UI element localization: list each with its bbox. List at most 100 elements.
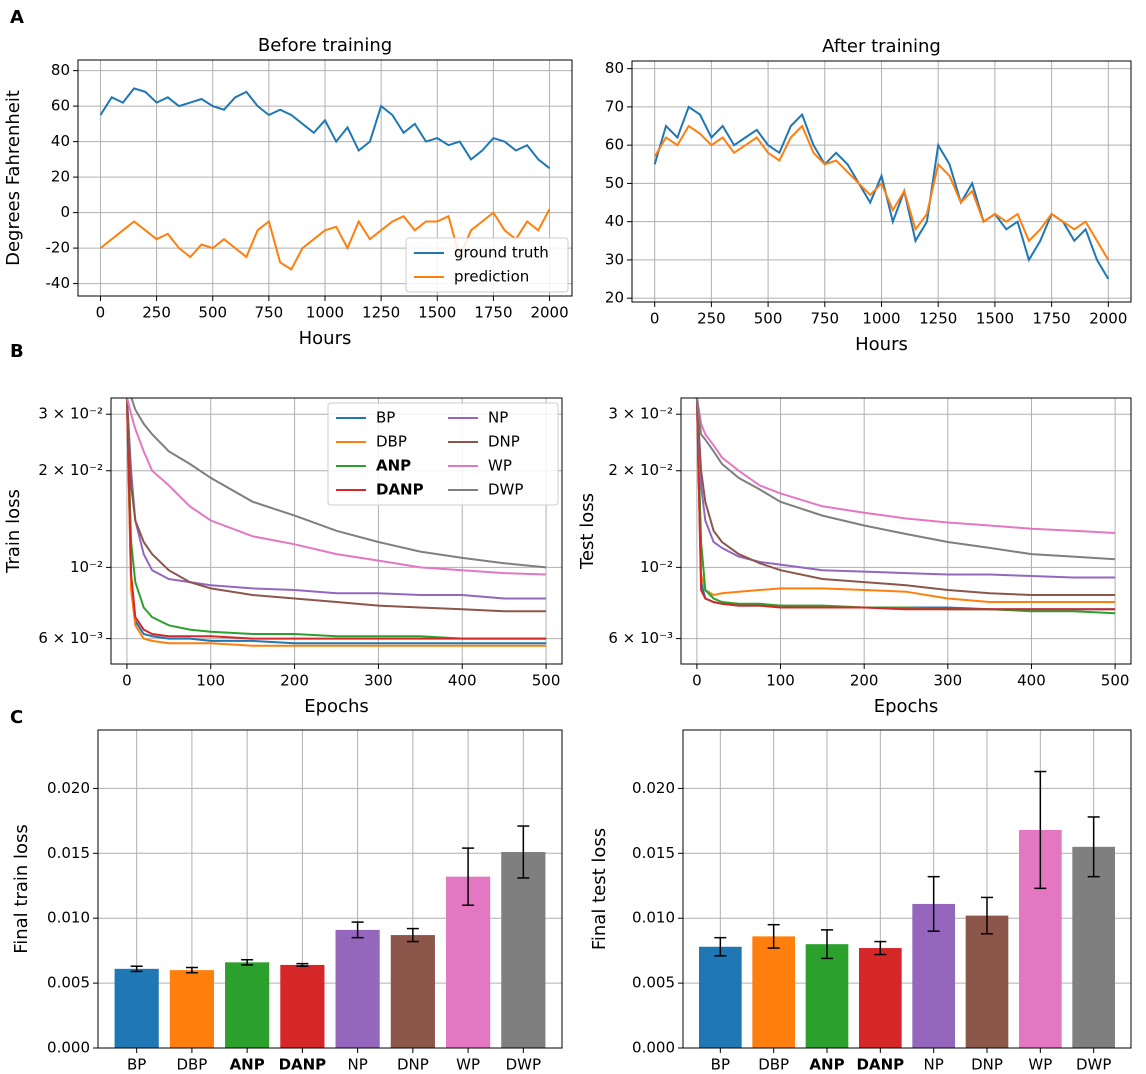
bar bbox=[225, 962, 270, 1048]
y-tick-label: 2 × 10⁻² bbox=[38, 461, 103, 479]
chart-title: Before training bbox=[258, 35, 392, 56]
y-tick-label: 30 bbox=[605, 250, 624, 268]
y-tick-label: 0.015 bbox=[47, 844, 90, 862]
x-tick-label: 1000 bbox=[306, 304, 344, 322]
x-tick-label: 750 bbox=[810, 310, 839, 328]
y-tick-label: 80 bbox=[605, 59, 624, 77]
bar bbox=[501, 852, 546, 1048]
series-line bbox=[125, 398, 547, 640]
legend-label: ANP bbox=[376, 457, 411, 475]
series-line bbox=[130, 398, 547, 569]
x-axis-label: Epochs bbox=[304, 696, 369, 717]
x-tick-label: 200 bbox=[850, 672, 879, 690]
axes-frame bbox=[631, 60, 1132, 303]
legend-label: DWP bbox=[488, 481, 523, 499]
series-line bbox=[695, 398, 1116, 615]
legend-label: DANP bbox=[376, 481, 424, 499]
bar bbox=[965, 915, 1009, 1048]
x-tick-label: 400 bbox=[1017, 672, 1046, 690]
y-axis-label: Train loss bbox=[3, 489, 24, 574]
y-tick-label: 0.000 bbox=[632, 1039, 675, 1057]
x-tick-label: 500 bbox=[1101, 672, 1130, 690]
x-tick-label: 500 bbox=[198, 304, 227, 322]
x-tick-label: WP bbox=[1028, 1056, 1052, 1074]
bar bbox=[752, 936, 795, 1048]
y-tick-label: 0.005 bbox=[47, 974, 90, 992]
y-tick-label: 20 bbox=[51, 168, 70, 186]
y-tick-label: -20 bbox=[46, 239, 71, 257]
y-tick-label: 0 bbox=[60, 203, 70, 221]
y-tick-label: 10⁻² bbox=[70, 558, 103, 576]
legend-label: NP bbox=[488, 409, 508, 427]
panel-letter: C bbox=[10, 707, 23, 728]
y-axis-label: Degrees Fahrenheit bbox=[3, 90, 24, 266]
y-tick-label: 20 bbox=[605, 289, 624, 307]
x-tick-label: 1250 bbox=[919, 310, 957, 328]
x-tick-label: 500 bbox=[532, 672, 561, 690]
x-tick-label: 400 bbox=[448, 672, 477, 690]
y-axis-label: Test loss bbox=[577, 493, 598, 570]
x-tick-label: NP bbox=[924, 1056, 944, 1074]
series-line bbox=[653, 105, 1110, 280]
x-tick-label: 1500 bbox=[976, 310, 1014, 328]
y-tick-label: 0.005 bbox=[632, 974, 675, 992]
y-tick-label: 40 bbox=[51, 132, 70, 150]
axes-frame bbox=[77, 59, 573, 297]
bar bbox=[1072, 846, 1115, 1048]
axes-frame bbox=[97, 729, 563, 1049]
y-axis-label: Final test loss bbox=[589, 828, 610, 950]
x-tick-label: 0 bbox=[692, 672, 702, 690]
y-tick-label: 2 × 10⁻² bbox=[608, 461, 673, 479]
x-tick-label: DWP bbox=[1076, 1056, 1111, 1074]
x-tick-label: ANP bbox=[230, 1056, 265, 1074]
y-tick-label: 50 bbox=[605, 174, 624, 192]
x-tick-label: 250 bbox=[142, 304, 171, 322]
chart-title: After training bbox=[822, 36, 941, 57]
y-tick-label: 10⁻² bbox=[640, 558, 673, 576]
y-tick-label: 40 bbox=[605, 212, 624, 230]
y-tick-label: 0.015 bbox=[632, 844, 675, 862]
x-tick-label: 300 bbox=[934, 672, 963, 690]
x-tick-label: 100 bbox=[766, 672, 795, 690]
legend-box bbox=[405, 237, 569, 293]
bar bbox=[859, 948, 902, 1048]
series-line bbox=[653, 124, 1110, 261]
x-tick-label: DWP bbox=[506, 1056, 541, 1074]
bar bbox=[805, 944, 849, 1048]
y-tick-label: -40 bbox=[46, 274, 71, 292]
x-tick-label: 2000 bbox=[530, 304, 568, 322]
legend-label: DNP bbox=[488, 433, 520, 451]
series-line bbox=[99, 208, 551, 271]
x-tick-label: WP bbox=[456, 1056, 480, 1074]
legend-label: prediction bbox=[454, 268, 529, 286]
x-tick-label: DBP bbox=[758, 1056, 789, 1074]
y-tick-label: 6 × 10⁻³ bbox=[38, 629, 103, 647]
x-tick-label: 1500 bbox=[418, 304, 456, 322]
x-tick-label: 750 bbox=[255, 304, 284, 322]
x-tick-label: 100 bbox=[196, 672, 225, 690]
x-tick-label: DANP bbox=[857, 1056, 905, 1074]
series-line bbox=[695, 398, 1116, 603]
series-line bbox=[126, 398, 547, 576]
series-line bbox=[99, 87, 551, 169]
legend-label: WP bbox=[488, 457, 512, 475]
series-line bbox=[125, 398, 547, 647]
x-tick-label: 500 bbox=[754, 310, 783, 328]
series-line bbox=[125, 398, 547, 640]
series-line bbox=[695, 398, 1116, 596]
y-tick-label: 70 bbox=[605, 97, 624, 115]
legend-box bbox=[327, 402, 559, 506]
y-tick-label: 0.020 bbox=[632, 779, 675, 797]
legend-label: DBP bbox=[376, 433, 407, 451]
x-tick-label: NP bbox=[347, 1056, 367, 1074]
series-line bbox=[695, 398, 1116, 611]
y-tick-label: 0.010 bbox=[632, 909, 675, 927]
y-axis-label: Final train loss bbox=[11, 824, 32, 954]
bar bbox=[114, 968, 159, 1048]
x-tick-label: 1750 bbox=[1033, 310, 1071, 328]
legend-label: ground truth bbox=[454, 244, 549, 262]
x-tick-label: 1000 bbox=[862, 310, 900, 328]
series-line bbox=[125, 398, 547, 645]
axes-frame bbox=[682, 729, 1132, 1049]
